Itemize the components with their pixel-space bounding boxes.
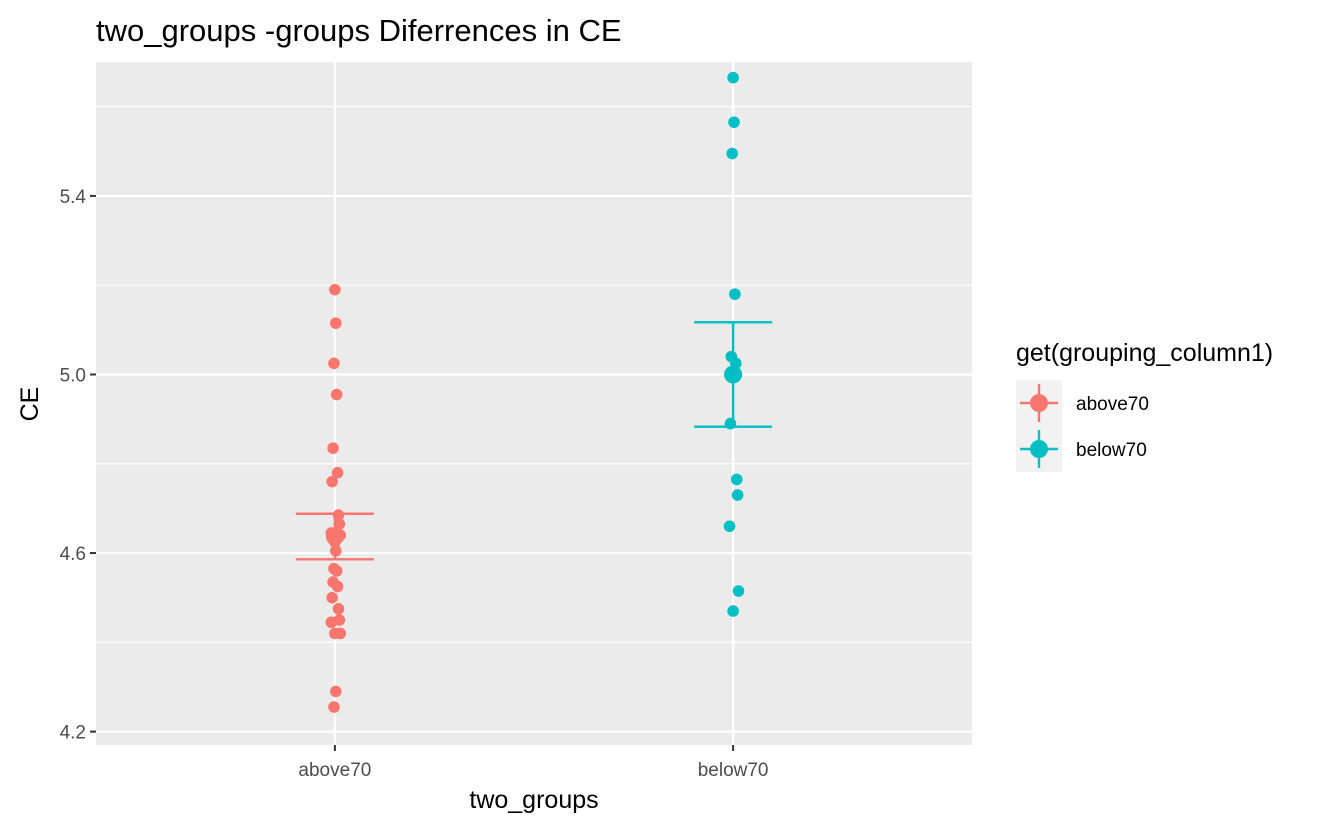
y-tick-label: 4.6 — [60, 544, 86, 565]
data-point — [331, 466, 344, 479]
legend-keys: above70 below70 — [1016, 380, 1149, 472]
y-tick-label: 4.2 — [60, 723, 86, 744]
legend-title: get(grouping_column1) — [1016, 339, 1273, 367]
chart-title: two_groups -groups Diferrences in CE — [96, 13, 622, 48]
legend-key-point — [1030, 440, 1048, 458]
data-point — [727, 605, 739, 617]
legend-label: above70 — [1076, 394, 1149, 415]
data-point — [330, 565, 343, 577]
data-point — [732, 585, 745, 597]
data-point — [328, 357, 340, 370]
data-point — [726, 147, 739, 160]
axis-ticks: 4.2 4.6 5.0 5.4 above70 below70 — [60, 187, 769, 781]
mean-point — [325, 527, 344, 546]
y-tick-label: 5.0 — [60, 365, 86, 386]
data-point — [728, 116, 740, 129]
data-point — [329, 317, 342, 329]
data-point — [333, 518, 346, 530]
data-point — [332, 603, 345, 615]
data-point — [329, 283, 341, 296]
y-tick-label: 5.4 — [60, 187, 87, 208]
plot-panel — [96, 62, 972, 745]
data-point — [331, 580, 344, 593]
data-point — [330, 388, 343, 401]
x-tick-label: below70 — [698, 760, 769, 781]
data-point — [328, 701, 340, 713]
data-point — [723, 520, 736, 533]
legend-label: below70 — [1076, 440, 1147, 461]
data-point — [326, 475, 338, 488]
data-point — [329, 685, 342, 698]
x-tick-label: above70 — [298, 760, 371, 781]
data-point — [730, 473, 743, 486]
data-point — [327, 442, 339, 454]
x-axis-title: two_groups — [469, 786, 598, 814]
data-point — [727, 71, 739, 84]
data-point — [325, 616, 338, 629]
data-point — [731, 489, 744, 501]
legend-key-point — [1030, 394, 1048, 412]
data-point — [729, 288, 741, 300]
legend: get(grouping_column1) above70 below70 — [1016, 339, 1273, 472]
data-point — [326, 591, 338, 604]
mean-point — [724, 365, 743, 384]
y-axis-title: CE — [16, 387, 44, 422]
data-point — [329, 627, 341, 640]
data-marks — [295, 71, 773, 713]
